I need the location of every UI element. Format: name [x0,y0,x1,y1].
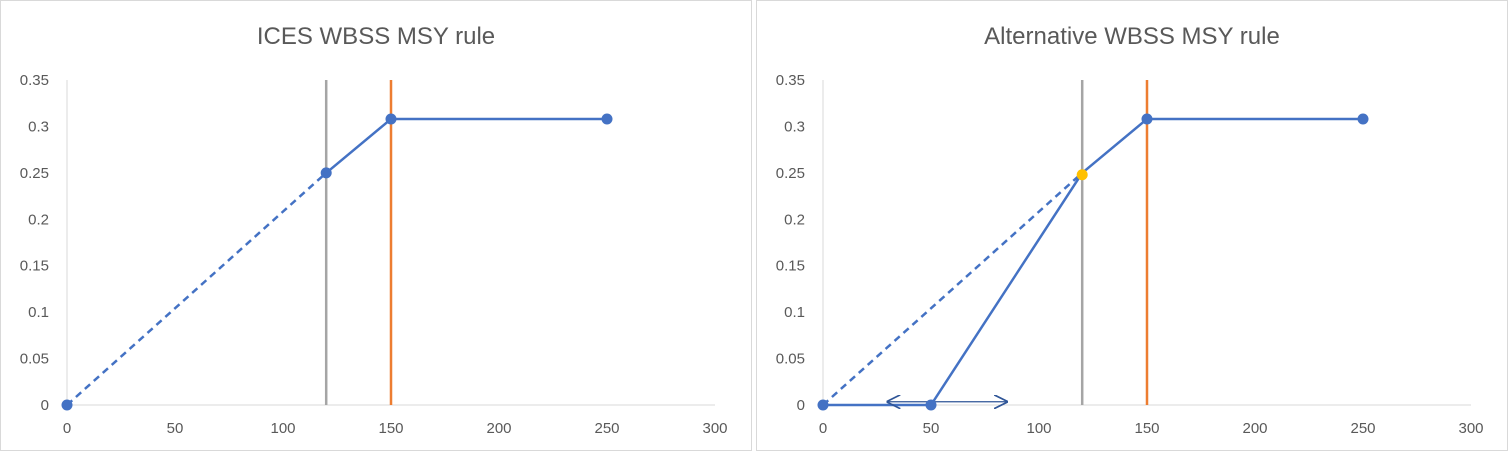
y-tick-label: 0.05 [20,351,49,368]
data-point [385,113,397,125]
x-tick-label: 200 [486,420,511,437]
x-tick-label: 100 [270,420,295,437]
series-line-dashed [822,171,1084,406]
y-tick-label: 0.25 [776,165,805,182]
series-line [823,117,1363,407]
y-tick-label: 0.1 [28,304,49,321]
x-tick-label: 250 [1350,420,1375,437]
y-tick-label: 0.2 [28,211,49,228]
data-point [925,399,937,411]
data-point [320,167,332,179]
y-tick-label: 0.3 [28,118,49,135]
x-tick-label: 50 [167,420,184,437]
x-tick-label: 300 [1458,420,1483,437]
y-tick-label: 0 [797,397,805,414]
y-tick-label: 0.15 [20,258,49,275]
y-tick-label: 0.1 [784,304,805,321]
x-tick-label: 50 [923,420,940,437]
x-tick-label: 0 [63,420,71,437]
y-tick-label: 0.2 [784,211,805,228]
series-line-dashed [66,171,328,406]
chart-panel-ices: ICES WBSS MSY rule 0 0.05 0.1 0.15 0.2 0.25 0.… [0,0,752,451]
data-point [61,399,73,411]
y-tick-label: 0.05 [776,351,805,368]
chart-plot-alternative: 0 0.05 0.1 0.15 0.2 0.25 0.3 0.35 0 50 100 150 200 25… [776,72,1484,437]
series-line [325,117,607,174]
x-tick-label: 0 [819,420,827,437]
chart-title: Alternative WBSS MSY rule [984,23,1280,50]
data-point [1141,113,1153,125]
chart-plot-ices: 0 0.05 0.1 0.15 0.2 0.25 0.3 0.35 0 50 100 150 200 25… [20,72,728,437]
chart-title: ICES WBSS MSY rule [256,23,496,50]
y-tick-label: 0.15 [776,258,805,275]
data-point [1076,169,1088,181]
y-tick-label: 0.3 [784,118,805,135]
x-tick-label: 250 [594,420,619,437]
x-tick-label: 150 [378,420,403,437]
y-tick-label: 0.25 [20,165,49,182]
chart-panel-alternative: Alternative WBSS MSY rule 0 0.05 0.1 0.15 0.… [756,0,1508,451]
x-tick-label: 300 [702,420,727,437]
y-tick-label: 0 [41,397,49,414]
x-tick-label: 150 [1134,420,1159,437]
y-tick-label: 0.35 [776,72,805,89]
data-point [817,399,829,411]
data-point [601,113,613,125]
data-point [1357,113,1369,125]
x-tick-label: 200 [1242,420,1267,437]
y-tick-label: 0.35 [20,72,49,89]
x-tick-label: 100 [1026,420,1051,437]
